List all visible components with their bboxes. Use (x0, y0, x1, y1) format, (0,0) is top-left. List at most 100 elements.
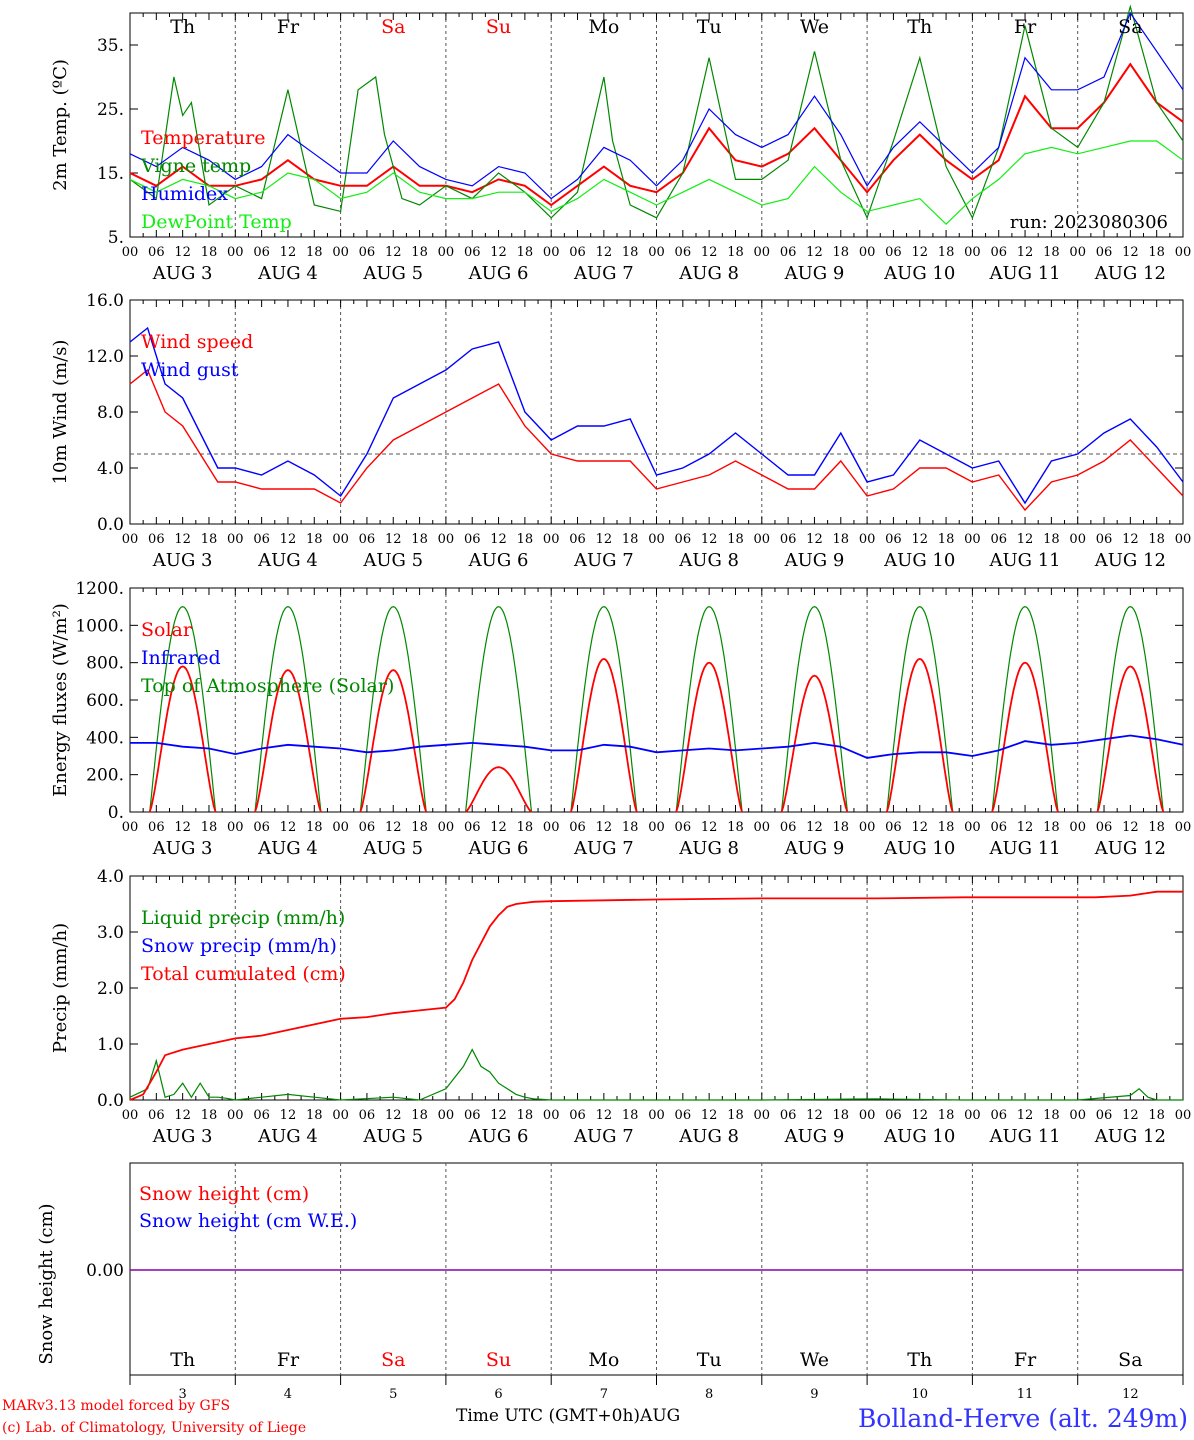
wind-hour-label: 06 (990, 532, 1007, 547)
temp-weekday-label: Fr (277, 16, 300, 38)
wind-frame (129, 299, 1184, 525)
temp-hour-label: 12 (385, 245, 402, 260)
precip-ytick-label: 3.0 (97, 923, 124, 943)
snow-day-number: 10 (911, 1387, 928, 1402)
energy-date-label: AUG 12 (1094, 838, 1166, 859)
temp-hour-label: 06 (1096, 245, 1113, 260)
energy-hour-label: 12 (701, 820, 718, 835)
energy-panel: 0. 200. 400. 600. 800. 1000. 1200.Energy fluxe… (50, 579, 1191, 859)
precip-hour-label: 18 (727, 1108, 744, 1123)
wind-hour-label: 00 (122, 532, 139, 547)
temp-date-label: AUG 3 (152, 263, 213, 284)
wind-hour-label: 18 (727, 532, 744, 547)
temp-hour-label: 00 (754, 245, 771, 260)
energy-hour-label: 00 (1175, 820, 1192, 835)
energy-hour-label: 18 (622, 820, 639, 835)
snow-day-number: 6 (494, 1387, 502, 1402)
energy-hour-label: 12 (911, 820, 928, 835)
energy-hour-label: 06 (675, 820, 692, 835)
wind-hour-label: 06 (675, 532, 692, 547)
time-axis-label: Time UTC (GMT+0h)AUG (456, 1406, 681, 1426)
temp-series-dewpoint-temp (129, 140, 1184, 226)
wind-hour-label: 06 (464, 532, 481, 547)
precip-hour-label: 06 (569, 1108, 586, 1123)
snow-weekday-label: Tu (697, 1349, 722, 1371)
precip-date-label: AUG 5 (362, 1126, 423, 1147)
wind-hour-label: 06 (359, 532, 376, 547)
snow-weekday-label: We (800, 1349, 829, 1371)
snow-day-number: 7 (600, 1387, 608, 1402)
temp-hour-label: 00 (543, 245, 560, 260)
wind-hour-label: 12 (385, 532, 402, 547)
wind-hour-label: 06 (780, 532, 797, 547)
snow-weekday-label: Th (170, 1349, 195, 1371)
energy-solar-curve (1096, 665, 1165, 813)
precip-hour-label: 18 (622, 1108, 639, 1123)
wind-hour-label: 18 (517, 532, 534, 547)
energy-toa-curve (780, 606, 848, 813)
energy-solar-curve (885, 657, 954, 813)
wind-hour-label: 00 (543, 532, 560, 547)
precip-hour-label: 12 (911, 1108, 928, 1123)
temp-weekday-label: Sa (381, 16, 405, 38)
temp-ytick-label: 15. (97, 164, 124, 184)
temp-hour-label: 00 (332, 245, 349, 260)
wind-hour-label: 18 (306, 532, 323, 547)
temp-hour-label: 00 (1069, 245, 1086, 260)
temp-ytick-label: 5. (108, 228, 124, 248)
temp-series-vigne-temp (129, 4, 1184, 220)
wind-date-label: AUG 3 (152, 550, 213, 571)
precip-ylabel: Precip (mm/h) (50, 923, 71, 1053)
wind-hour-label: 06 (148, 532, 165, 547)
snow-weekday-label: Sa (1118, 1349, 1142, 1371)
temp-hour-label: 18 (201, 245, 218, 260)
precip-ytick-label: 2.0 (97, 979, 124, 999)
precip-series-liquid (129, 1048, 1183, 1101)
energy-hour-label: 00 (648, 820, 665, 835)
precip-ytick-label: 1.0 (97, 1035, 124, 1055)
station-name: Bolland-Herve (alt. 249m) (857, 1404, 1188, 1433)
precip-hour-label: 00 (859, 1108, 876, 1123)
wind-date-label: AUG 7 (573, 550, 634, 571)
wind-hour-label: 00 (648, 532, 665, 547)
energy-toa-curve (254, 606, 322, 813)
precip-hour-label: 00 (648, 1108, 665, 1123)
precip-hour-label: 12 (806, 1108, 823, 1123)
temp-date-label: AUG 6 (468, 263, 529, 284)
temp-hour-label: 06 (885, 245, 902, 260)
temp-hour-label: 06 (569, 245, 586, 260)
wind-ylabel: 10m Wind (m/s) (50, 340, 71, 485)
precip-date-label: AUG 6 (468, 1126, 529, 1147)
energy-ylabel: Energy fluxes (W/m²) (50, 603, 71, 797)
precip-date-label: AUG 8 (678, 1126, 739, 1147)
precip-date-label: AUG 10 (883, 1126, 955, 1147)
temp-date-label: AUG 12 (1094, 263, 1166, 284)
wind-hour-label: 00 (859, 532, 876, 547)
temp-hour-label: 18 (306, 245, 323, 260)
temp-hour-label: 18 (1043, 245, 1060, 260)
energy-hour-label: 18 (411, 820, 428, 835)
temp-ytick-label: 35. (97, 36, 124, 56)
energy-legend-entry: Infrared (141, 647, 221, 669)
snow-weekday-label: Su (486, 1349, 511, 1371)
energy-date-label: AUG 7 (573, 838, 634, 859)
precip-hour-label: 00 (754, 1108, 771, 1123)
energy-hour-label: 00 (1069, 820, 1086, 835)
energy-legend-entry: Top of Atmosphere (Solar) (141, 675, 394, 697)
model-credit: MARv3.13 model forced by GFS (2, 1398, 231, 1414)
precip-hour-label: 18 (306, 1108, 323, 1123)
energy-hour-label: 00 (438, 820, 455, 835)
precip-series-total (129, 890, 1183, 1101)
temp-panel: 5. 15. 25. 35. 2m Temp. (ºC) Th Fr Sa Su Mo Tu We Th… (50, 4, 1191, 284)
precip-hour-label: 06 (464, 1108, 481, 1123)
temp-hour-label: 12 (280, 245, 297, 260)
wind-hour-label: 12 (701, 532, 718, 547)
precip-hour-label: 00 (1175, 1108, 1192, 1123)
energy-toa-curve (886, 606, 954, 813)
precip-legend-entry: Liquid precip (mm/h) (141, 907, 345, 929)
energy-hour-label: 18 (306, 820, 323, 835)
wind-hour-label: 00 (964, 532, 981, 547)
energy-hour-label: 06 (148, 820, 165, 835)
energy-date-label: AUG 4 (257, 838, 318, 859)
snow-legend-entry: Snow height (cm) (139, 1183, 309, 1205)
